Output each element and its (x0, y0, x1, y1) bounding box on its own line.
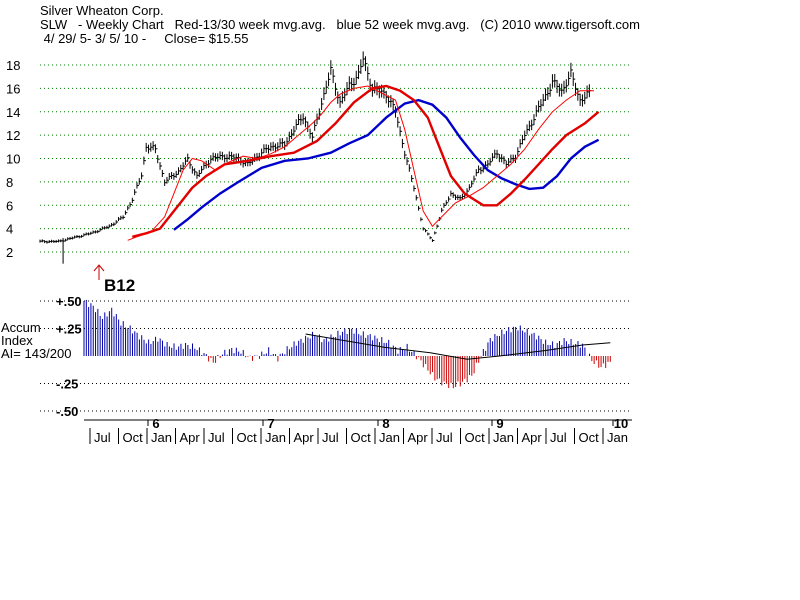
accum-title: Accum (1, 320, 41, 335)
chart-description: SLW - Weekly Chart Red-13/30 week mvg.av… (40, 17, 640, 32)
x-month-label: Jan (607, 430, 628, 445)
x-month-label: Jan (493, 430, 514, 445)
accum-ai: AI= 143/200 (1, 346, 71, 361)
x-axis: Jul Oct Jan Apr Jul Oct Jan Apr Jul Oct Jan Apr Jul O… (89, 416, 628, 445)
x-month-label: Oct (465, 430, 486, 445)
x-month-label: Jan (379, 430, 400, 445)
price-y-tick: 16 (6, 81, 20, 96)
price-y-axis: 2 4 6 8 10 12 14 16 18 (6, 58, 20, 260)
price-y-tick: 18 (6, 58, 20, 73)
price-gridlines (40, 64, 632, 253)
x-month-label: Apr (294, 430, 315, 445)
price-y-tick: 12 (6, 128, 20, 143)
x-month-label: Jul (436, 430, 453, 445)
price-y-tick: 8 (6, 175, 13, 190)
company-name: Silver Wheaton Corp. (40, 3, 164, 18)
date-range-close: 4/ 29/ 5- 3/ 5/ 10 - Close= $15.55 (40, 31, 249, 46)
accum-y-tick: +.25 (56, 322, 82, 337)
x-year-label: 8 (382, 416, 389, 431)
signal-label: B12 (104, 276, 135, 295)
x-month-label: Jul (94, 430, 111, 445)
x-month-label: Jul (550, 430, 567, 445)
x-month-label: Oct (579, 430, 600, 445)
accum-y-tick: -.50 (56, 404, 78, 419)
x-year-label: 7 (267, 416, 274, 431)
x-month-label: Jul (322, 430, 339, 445)
x-year-label: 10 (614, 416, 628, 431)
accum-ma-line (305, 333, 611, 360)
signal-arrow-head (93, 264, 105, 272)
x-year-label: 9 (496, 416, 503, 431)
x-month-label: Apr (522, 430, 543, 445)
accum-y-tick: +.50 (56, 294, 82, 309)
x-month-label: Jan (265, 430, 286, 445)
accum-title-2: Index (1, 333, 33, 348)
price-y-tick: 14 (6, 105, 20, 120)
accum-y-axis: +.50 +.25 -.25 -.50 (56, 294, 82, 419)
accum-index-series (83, 299, 611, 389)
x-month-label: Oct (123, 430, 144, 445)
price-y-tick: 10 (6, 152, 20, 167)
x-month-label: Apr (180, 430, 201, 445)
price-y-tick: 2 (6, 245, 13, 260)
ma13-line (127, 85, 594, 241)
x-month-label: Apr (408, 430, 429, 445)
x-month-label: Jul (208, 430, 225, 445)
accum-y-tick: -.25 (56, 377, 78, 392)
x-month-label: Oct (351, 430, 372, 445)
ma52-line (173, 98, 600, 231)
x-month-label: Jan (151, 430, 172, 445)
x-year-label: 6 (152, 416, 159, 431)
ma30-line (132, 84, 600, 238)
price-y-tick: 4 (6, 222, 13, 237)
x-month-label: Oct (237, 430, 258, 445)
accum-gridlines (40, 300, 632, 412)
price-y-tick: 6 (6, 198, 13, 213)
